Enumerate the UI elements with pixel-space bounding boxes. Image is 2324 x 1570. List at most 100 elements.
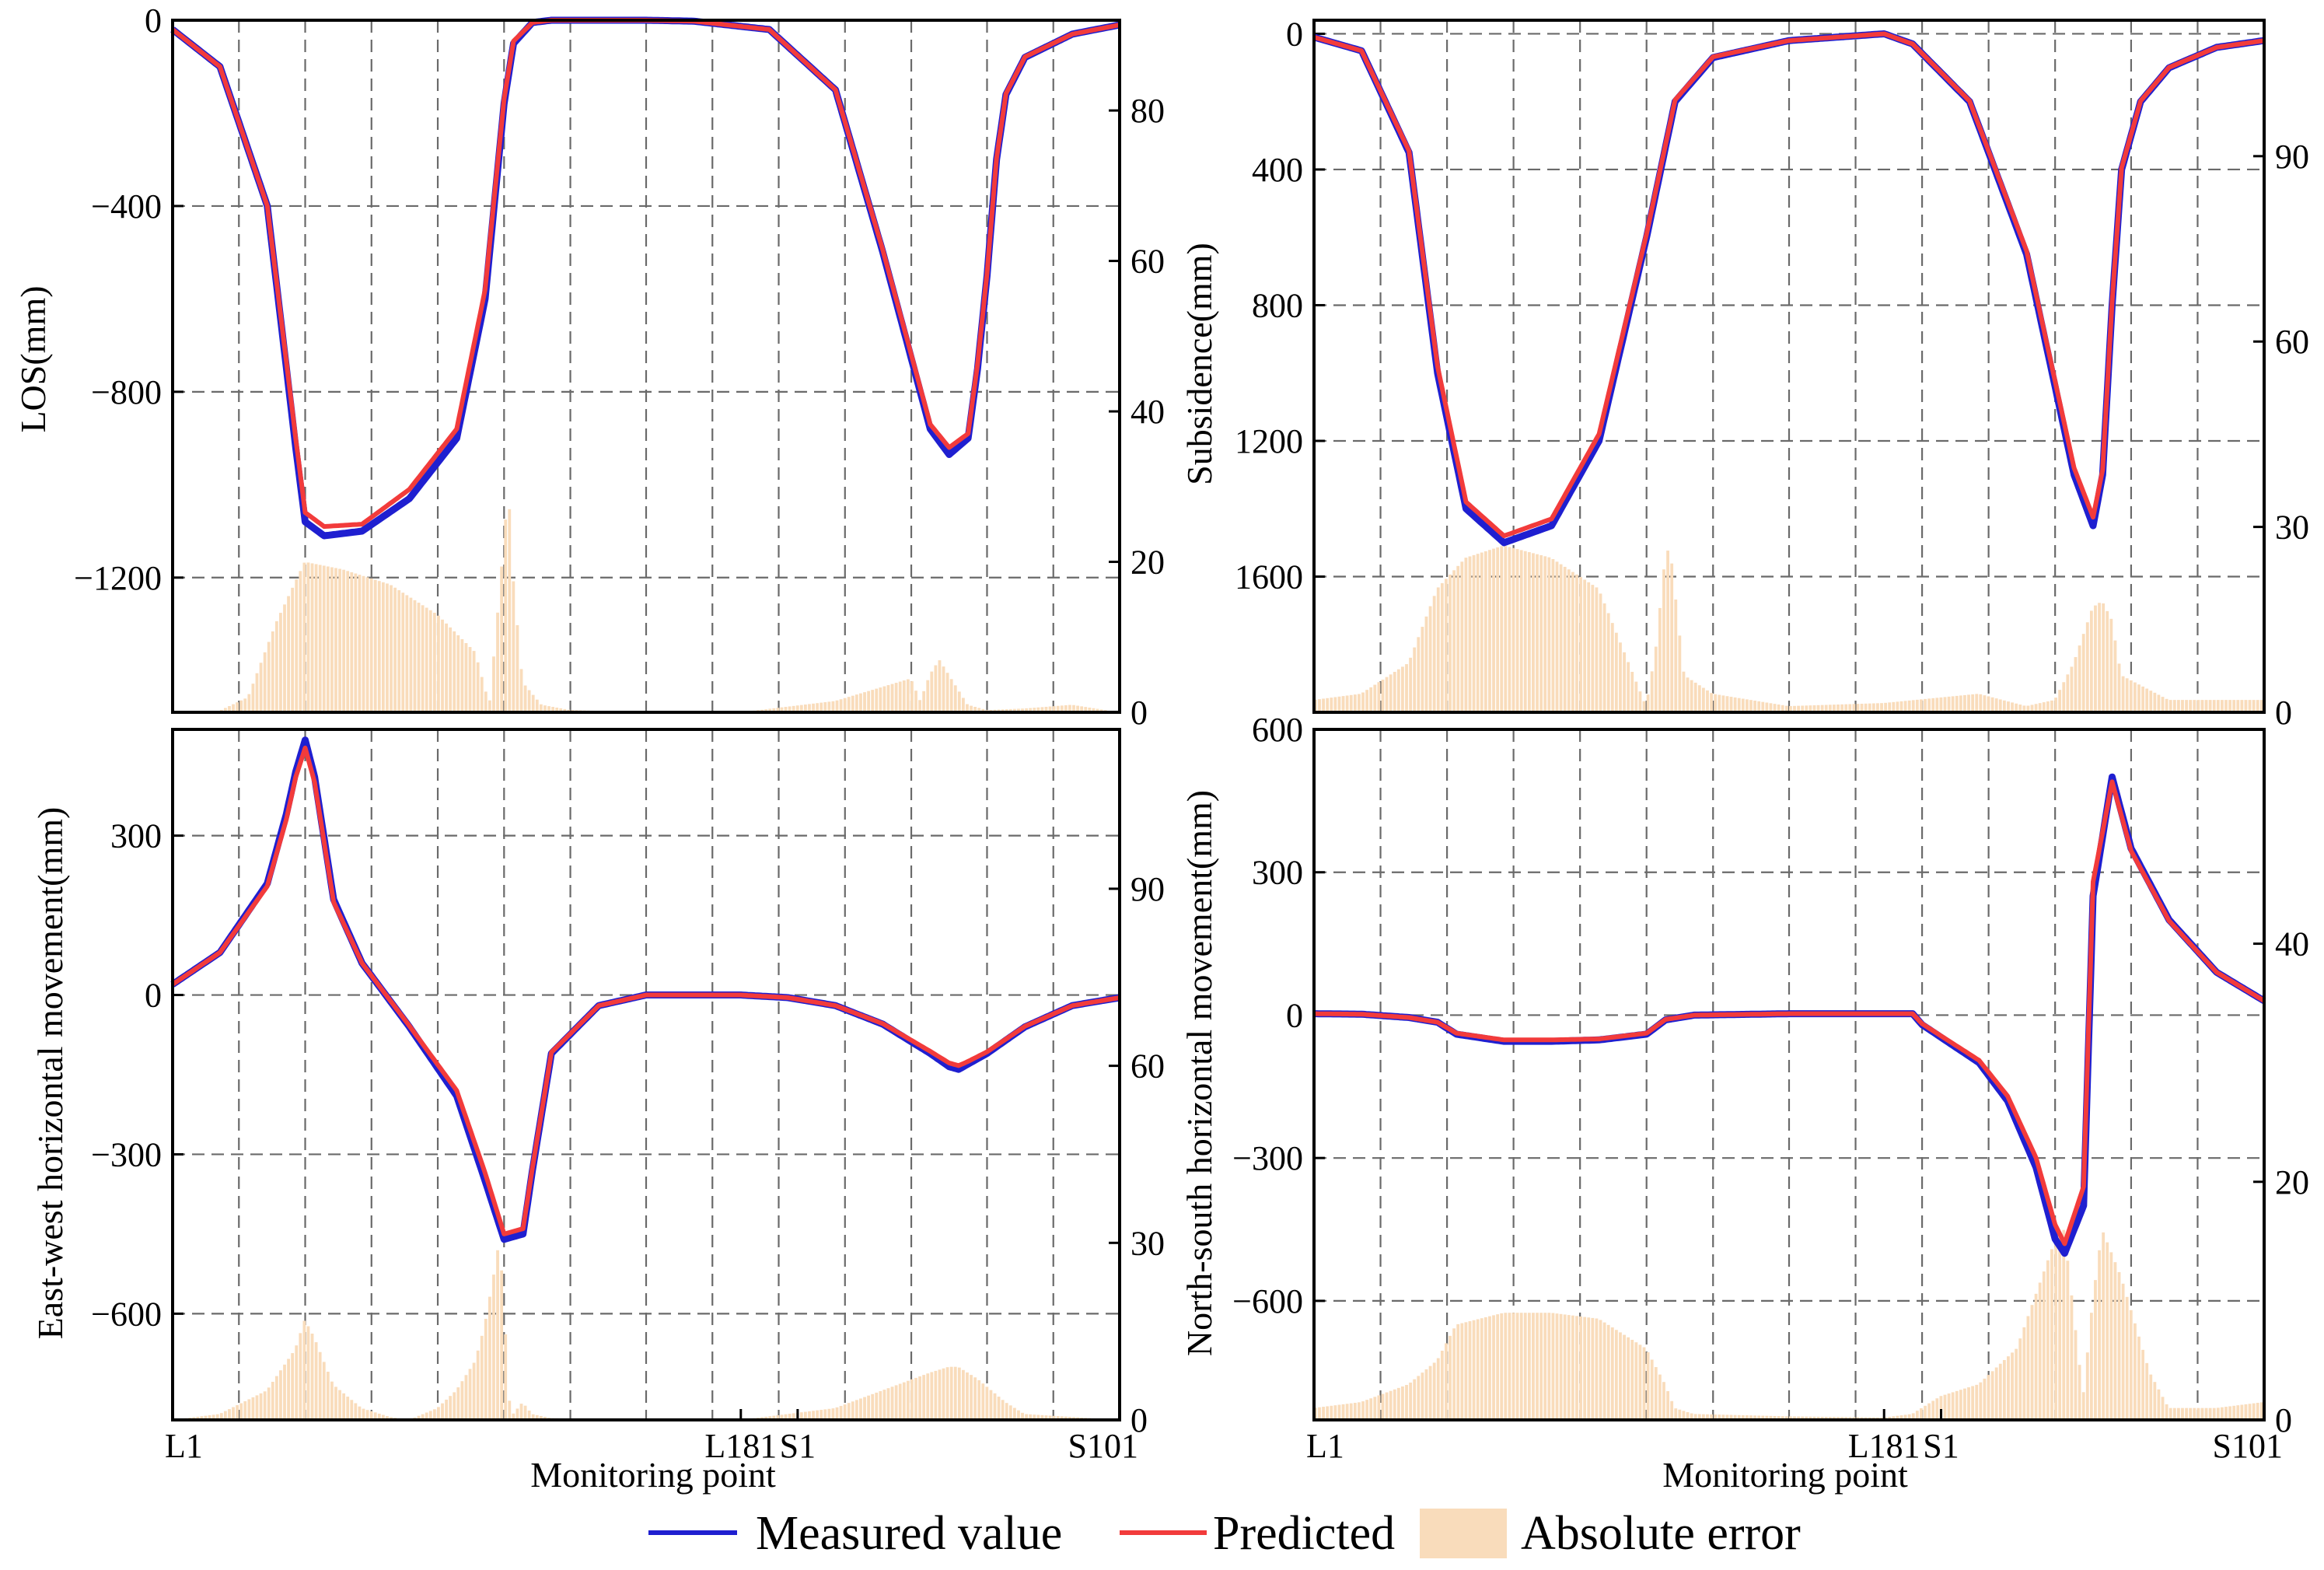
- subsidence-error-bar: [1365, 690, 1369, 712]
- east-west-error-bar: [326, 1372, 330, 1420]
- los-error-bar: [1033, 708, 1036, 712]
- subsidence-error-bar: [1714, 694, 1718, 712]
- los-error-bar: [342, 569, 346, 712]
- subsidence-error-bar: [2240, 700, 2244, 712]
- north-south-error-bar: [1393, 1389, 1396, 1420]
- north-south-error-bar: [1729, 1414, 1733, 1420]
- north-south-error-bar: [1781, 1416, 1784, 1420]
- east-west-error-bar: [306, 1326, 310, 1420]
- los-error-bar: [259, 663, 263, 712]
- north-south-error-bar: [1567, 1315, 1571, 1420]
- subsidence-error-bar: [2109, 618, 2113, 712]
- north-south-error-bar: [1511, 1313, 1515, 1420]
- subsidence-error-bar: [1519, 550, 1523, 712]
- east-west-error-bar: [1025, 1414, 1029, 1420]
- north-south-error-bar: [1662, 1382, 1665, 1420]
- north-south-error-bar: [2145, 1362, 2149, 1420]
- east-west-error-bar: [816, 1410, 820, 1420]
- north-south-error-bar: [1543, 1313, 1547, 1420]
- los-error-bar: [547, 706, 550, 712]
- subsidence-error-bar: [1920, 699, 1923, 712]
- north-south-error-bar: [2232, 1405, 2236, 1420]
- east-west-error-bar: [492, 1275, 495, 1420]
- north-south-error-bar: [1765, 1415, 1769, 1420]
- subsidence-plot-frame: [1312, 19, 2266, 714]
- subsidence-error-bar: [1396, 669, 1400, 712]
- east-west-error-bar: [823, 1409, 827, 1420]
- east-west-error-bar: [930, 1372, 934, 1420]
- subsidence-error-bar: [2074, 656, 2078, 712]
- los-error-bar: [1025, 708, 1029, 712]
- subsidence-error-bar: [1860, 703, 1864, 712]
- subsidence-error-bar: [1924, 698, 1927, 712]
- los-error-bar: [890, 684, 894, 712]
- north-south-error-bar: [1678, 1409, 1682, 1420]
- north-south-error-bar: [2256, 1402, 2259, 1420]
- subsidence-error-bar: [1971, 694, 1975, 712]
- subsidence-error-bar: [1693, 682, 1697, 712]
- north-south-error-bar: [1610, 1327, 1614, 1420]
- east-west-y2tick-label: 60: [1131, 1047, 1165, 1086]
- subsidence-error-bar: [1547, 557, 1551, 712]
- subsidence-error-bar: [1646, 694, 1650, 712]
- north-south-error-bar: [1931, 1400, 1935, 1420]
- north-south-error-bar: [1911, 1413, 1915, 1420]
- east-west-error-bar: [279, 1370, 282, 1420]
- los-error-bar: [460, 638, 464, 712]
- north-south-error-bar: [1341, 1404, 1345, 1420]
- north-south-error-bar: [2240, 1404, 2244, 1420]
- north-south-error-bar: [1769, 1415, 1773, 1420]
- north-south-error-bar: [1646, 1351, 1650, 1420]
- subsidence-error-bar: [2078, 645, 2081, 712]
- north-south-error-bar: [2121, 1283, 2125, 1420]
- subsidence-error-bar: [1939, 697, 1943, 712]
- east-west-error-bar: [882, 1390, 886, 1420]
- north-south-error-bar: [1888, 1416, 1892, 1420]
- north-south-error-bar: [1801, 1416, 1805, 1420]
- subsidence-error-bar: [1583, 579, 1587, 712]
- north-south-error-bar: [1365, 1400, 1369, 1420]
- los-error-bar: [519, 669, 523, 712]
- north-south-error-bar: [2200, 1407, 2204, 1420]
- los-error-bar: [555, 707, 559, 712]
- east-west-error-bar: [1008, 1405, 1012, 1420]
- north-south-error-bar: [2141, 1349, 2144, 1420]
- los-error-bar: [957, 691, 961, 712]
- los-error-bar: [875, 688, 879, 712]
- los-error-bar: [236, 702, 239, 712]
- subsidence-error-bar: [1536, 554, 1539, 712]
- north-south-error-bar: [1753, 1415, 1756, 1420]
- los-error-bar: [393, 587, 397, 712]
- east-west-error-bar: [512, 1413, 515, 1420]
- los-error-bar: [859, 693, 862, 712]
- east-west-error-bar: [346, 1397, 350, 1420]
- subsidence-error-bar: [1963, 694, 1966, 712]
- north-south-error-bar: [1820, 1416, 1824, 1420]
- north-south-error-bar: [1445, 1343, 1448, 1420]
- los-error-bar: [314, 564, 318, 712]
- east-west-error-bar: [219, 1413, 223, 1420]
- east-west-error-bar: [1029, 1414, 1033, 1420]
- subsidence-error-bar: [1789, 705, 1792, 712]
- north-south-error-bar: [1476, 1319, 1480, 1420]
- los-error-bar: [255, 673, 259, 712]
- north-south-error-bar: [2168, 1407, 2172, 1420]
- north-south-error-bar: [2002, 1359, 2006, 1420]
- north-south-error-bar: [1428, 1365, 1432, 1420]
- east-west-error-bar: [1064, 1416, 1068, 1420]
- north-south-error-bar: [1480, 1318, 1484, 1420]
- east-west-error-bar: [527, 1410, 531, 1420]
- north-south-error-bar: [1990, 1371, 1994, 1420]
- subsidence-error-bar: [1907, 700, 1911, 712]
- east-west-error-bar: [934, 1370, 938, 1420]
- east-west-error-bar: [484, 1319, 488, 1420]
- north-south-error-bar: [2129, 1309, 2133, 1420]
- subsidence-error-bar: [1848, 704, 1852, 712]
- north-south-error-bar: [2015, 1348, 2018, 1420]
- north-south-error-bar: [2038, 1282, 2042, 1420]
- subsidence-error-bar: [1337, 696, 1341, 712]
- subsidence-error-bar: [1595, 587, 1599, 712]
- north-south-error-bar: [2094, 1280, 2097, 1420]
- north-south-error-bar: [2026, 1316, 2030, 1420]
